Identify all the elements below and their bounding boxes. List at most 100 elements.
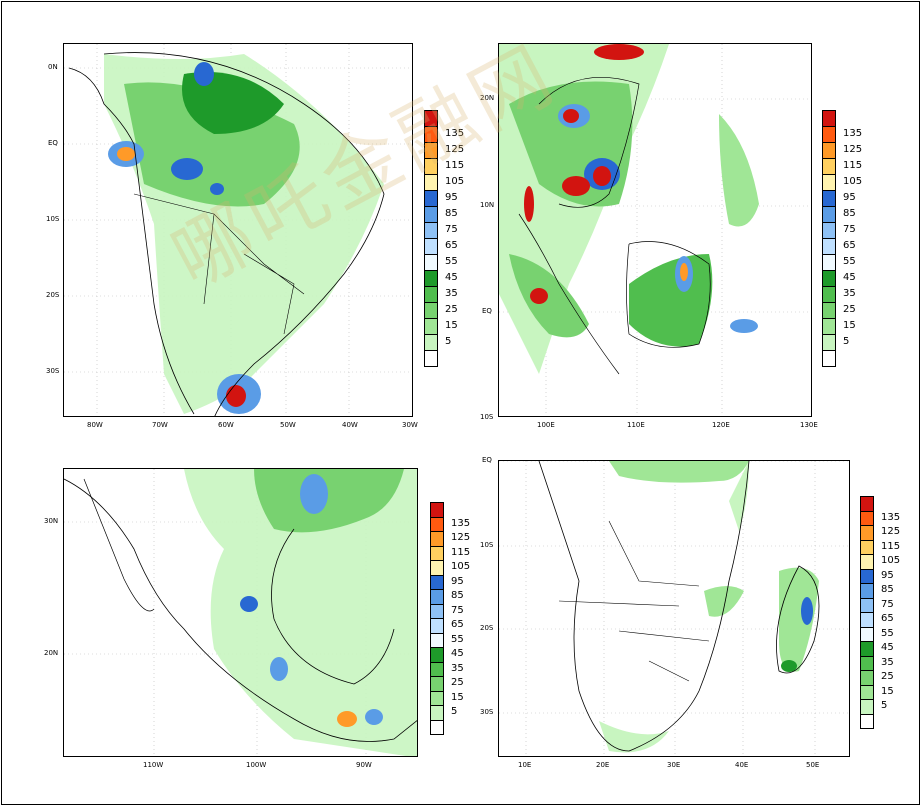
xtick-sea-3: 130E [800, 421, 818, 429]
colorbar-swatch [430, 690, 444, 706]
colorbar-swatch [860, 612, 874, 628]
colorbar-swatch [430, 516, 444, 532]
colorbar-label: 85 [843, 208, 856, 219]
map-southern-africa [498, 460, 850, 757]
colorbar-label: 85 [445, 208, 458, 219]
xtick-sea-0: 100E [537, 421, 555, 429]
colorbar-label: 5 [445, 336, 452, 347]
ytick-sea-1: 10N [480, 201, 495, 209]
colorbar-swatch [860, 583, 874, 599]
ytick-af-3: 30S [480, 708, 494, 716]
colorbar-label: 105 [881, 555, 901, 567]
colorbar-label: 125 [881, 526, 901, 538]
colorbar-label: 65 [451, 619, 464, 631]
precip-south-america [64, 44, 412, 416]
colorbar-swatch [860, 641, 874, 657]
colorbar-label: 25 [843, 304, 856, 315]
colorbar-label: 15 [451, 691, 464, 703]
colorbar-swatch [822, 350, 836, 367]
colorbar-swatch [860, 510, 874, 526]
colorbar-label: 105 [445, 176, 465, 187]
colorbar-label: 115 [445, 160, 465, 171]
colorbar-sa: 5 15 25 35 45 55 65 75 85 95 105 115 125 135 [424, 110, 464, 367]
colorbar-swatch [430, 618, 444, 634]
colorbar-swatch [430, 531, 444, 547]
xtick-af-0: 10E [518, 761, 532, 769]
colorbar-swatch [424, 126, 438, 143]
colorbar-swatch [424, 270, 438, 287]
colorbar-swatch [860, 670, 874, 686]
xtick-sa-2: 60W [218, 421, 234, 429]
colorbar-swatch [424, 334, 438, 351]
colorbar-label: 55 [451, 633, 464, 645]
colorbar-label: 55 [843, 256, 856, 267]
colorbar-label: 15 [445, 320, 458, 331]
colorbar-label: 115 [881, 540, 901, 552]
colorbar-swatch [424, 190, 438, 207]
colorbar-label: 55 [445, 256, 458, 267]
xtick-af-3: 40E [735, 761, 749, 769]
colorbar-label: 95 [451, 575, 464, 587]
colorbar-swatch [822, 302, 836, 319]
colorbar-swatch [424, 238, 438, 255]
colorbar-label: 115 [843, 160, 863, 171]
ytick-sa-3: 20S [46, 291, 60, 299]
xtick-sa-5: 30W [402, 421, 418, 429]
colorbar-label: 15 [881, 685, 894, 697]
colorbar-swatch [860, 539, 874, 555]
colorbar-label: 65 [843, 240, 856, 251]
colorbar-swatch [822, 318, 836, 335]
ytick-af-2: 20S [480, 624, 494, 632]
ytick-sea-2: EQ [482, 307, 492, 315]
colorbar-label: 5 [451, 706, 458, 718]
colorbar-swatch [822, 110, 836, 127]
xtick-sa-4: 40W [342, 421, 358, 429]
colorbar-label: 115 [451, 546, 471, 558]
colorbar-swatch [860, 699, 874, 715]
precip-southern-africa [499, 461, 849, 756]
colorbar-swatch [430, 719, 444, 735]
colorbar-label: 95 [445, 192, 458, 203]
colorbar-label: 75 [445, 224, 458, 235]
colorbar-label: 135 [445, 128, 465, 139]
colorbar-label: 45 [451, 648, 464, 660]
ytick-sa-2: 10S [46, 215, 60, 223]
colorbar-swatch [424, 174, 438, 191]
colorbar-label: 75 [843, 224, 856, 235]
colorbar-label: 5 [881, 700, 888, 712]
colorbar-swatch [424, 142, 438, 159]
colorbar-swatch [430, 647, 444, 663]
colorbar-label: 95 [881, 569, 894, 581]
colorbar-swatch [822, 222, 836, 239]
map-south-america [63, 43, 413, 417]
ytick-mx-1: 20N [44, 649, 59, 657]
colorbar-label: 65 [445, 240, 458, 251]
colorbar-label: 45 [881, 642, 894, 654]
xtick-sa-0: 80W [87, 421, 103, 429]
ytick-af-1: 10S [480, 541, 494, 549]
precip-southeast-asia [499, 44, 811, 416]
colorbar-label: 85 [451, 590, 464, 602]
colorbar-swatch [822, 174, 836, 191]
colorbar-label: 45 [445, 272, 458, 283]
colorbar-swatch [822, 206, 836, 223]
colorbar-swatch [860, 554, 874, 570]
colorbar-label: 75 [881, 598, 894, 610]
colorbar-swatch [430, 705, 444, 721]
colorbar-label: 45 [843, 272, 856, 283]
colorbar-swatch [822, 158, 836, 175]
colorbar-swatch [424, 222, 438, 239]
colorbar-sea: 5 15 25 35 45 55 65 75 85 95 105 115 125 135 [822, 110, 862, 367]
colorbar-swatch [424, 206, 438, 223]
colorbar-label: 125 [445, 144, 465, 155]
xtick-af-1: 20E [596, 761, 610, 769]
colorbar-swatch [424, 254, 438, 271]
colorbar-swatch [860, 713, 874, 729]
colorbar-swatch [860, 496, 874, 512]
colorbar-label: 5 [843, 336, 850, 347]
colorbar-label: 125 [843, 144, 863, 155]
xtick-af-2: 30E [667, 761, 681, 769]
colorbar-swatch [860, 626, 874, 642]
colorbar-swatch [822, 286, 836, 303]
xtick-sa-3: 50W [280, 421, 296, 429]
